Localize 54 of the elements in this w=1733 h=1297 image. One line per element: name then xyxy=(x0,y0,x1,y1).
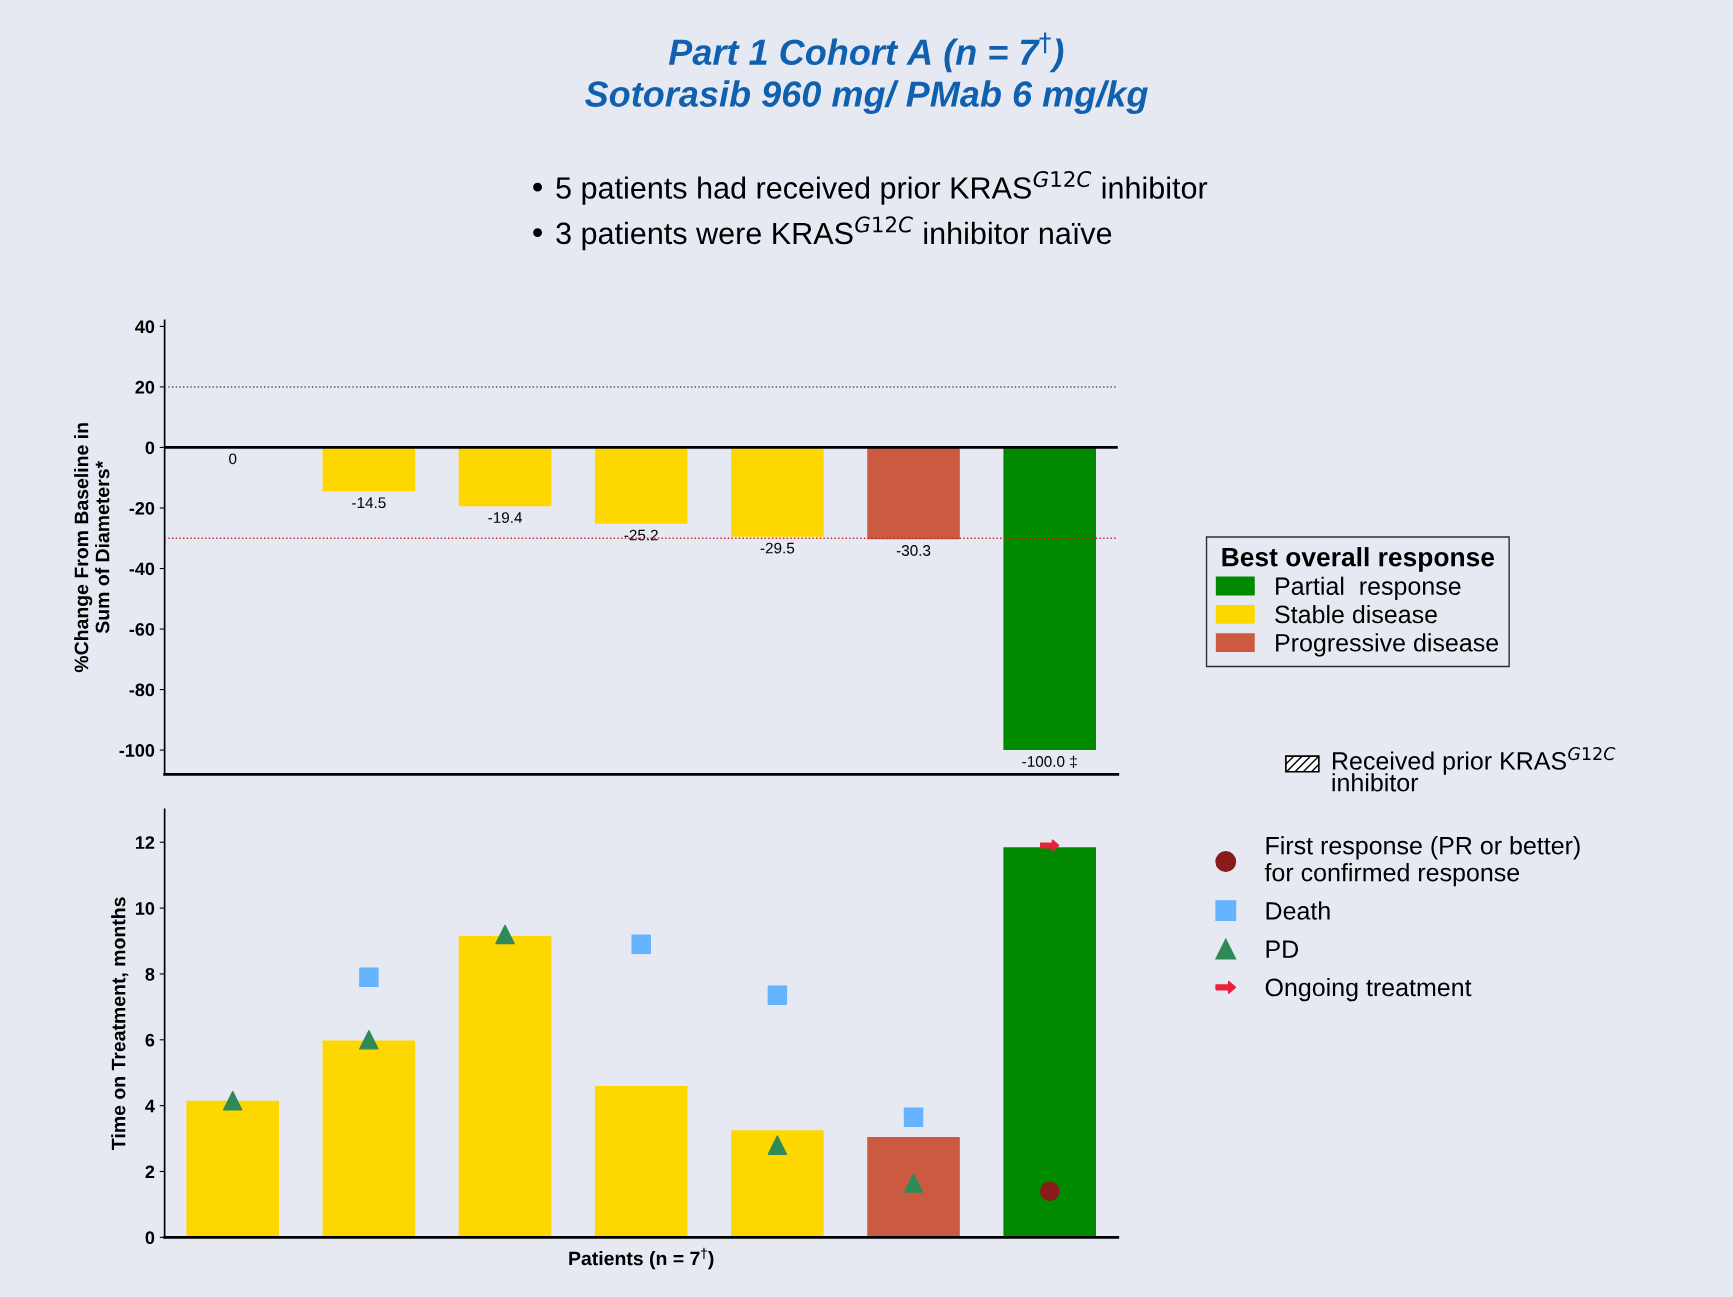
legend-label: PD xyxy=(1266,940,1299,958)
data-label: -25.2 xyxy=(624,529,658,541)
bar xyxy=(1003,847,1096,1238)
y-tick-label: -40 xyxy=(129,562,155,576)
legend-label: First response (PR or better) for confirmed response xyxy=(1264,836,1580,887)
y-tick-label: 0 xyxy=(145,441,155,455)
y-tick-label: -20 xyxy=(129,501,155,515)
legend-label: Progressive disease xyxy=(1276,633,1499,657)
bar xyxy=(458,936,552,1238)
legend-title: Best overall response xyxy=(1222,547,1495,572)
bar xyxy=(867,1136,960,1238)
y-tick-label: 8 xyxy=(145,967,155,981)
point xyxy=(495,924,515,945)
y-axis-title: Time on Treatment, months xyxy=(111,897,129,1150)
point xyxy=(903,1173,924,1193)
point xyxy=(359,1030,379,1050)
point xyxy=(903,1107,924,1127)
y-tick-label: -60 xyxy=(129,622,155,636)
legend-label: Death xyxy=(1266,901,1330,920)
y-tick-label: 10 xyxy=(135,902,155,915)
y-tick-label: 4 xyxy=(145,1099,155,1113)
point xyxy=(359,967,379,987)
text: • 5 patients had received prior KRAS$^{G12C}$ inhibitor xyxy=(533,170,1208,205)
y-tick-label: 40 xyxy=(135,320,155,334)
bar xyxy=(594,1085,688,1238)
point xyxy=(767,1135,788,1155)
data-label: -19.4 xyxy=(488,512,523,523)
text: • 3 patients were KRAS$^{G12C}$ inhibitor naïve xyxy=(533,216,1112,251)
data-label: -29.5 xyxy=(760,542,795,554)
y-tick-label: 12 xyxy=(135,836,155,849)
data-label: -100.0 ‡ xyxy=(1022,755,1077,768)
legend-label: Stable disease xyxy=(1275,604,1437,624)
legend-label: Ongoing treatment xyxy=(1265,977,1472,1002)
bar xyxy=(322,1040,416,1238)
point xyxy=(767,985,788,1006)
point xyxy=(1039,1181,1060,1201)
text: Received prior KRAS$^{G12C}$ inhibitor xyxy=(1332,746,1616,792)
point xyxy=(222,1090,243,1111)
x-axis-title: Patients (n = 7$^{†}$) xyxy=(569,1247,714,1270)
y-tick-label: 6 xyxy=(145,1033,155,1047)
data-label: 0 xyxy=(229,453,237,465)
legend-label: Partial response xyxy=(1276,576,1461,600)
chart-title: Part 1 Cohort A (n = 7$^{†}$) Sotorasib 960 mg/ PMab 6 mg/kg xyxy=(585,32,1148,115)
bar xyxy=(731,1130,824,1238)
y-tick-label: 20 xyxy=(135,380,155,394)
data-label: -14.5 xyxy=(352,497,386,509)
y-tick-label: -100 xyxy=(119,744,155,757)
y-tick-label: 0 xyxy=(145,1231,155,1245)
bar xyxy=(186,1100,280,1238)
y-axis-title: %Change From Baseline in Sum of Diameters* xyxy=(74,423,110,673)
data-label: -30.3 xyxy=(896,545,931,556)
y-tick-label: -80 xyxy=(129,683,155,697)
point xyxy=(631,934,651,955)
y-tick-label: 2 xyxy=(145,1165,155,1179)
